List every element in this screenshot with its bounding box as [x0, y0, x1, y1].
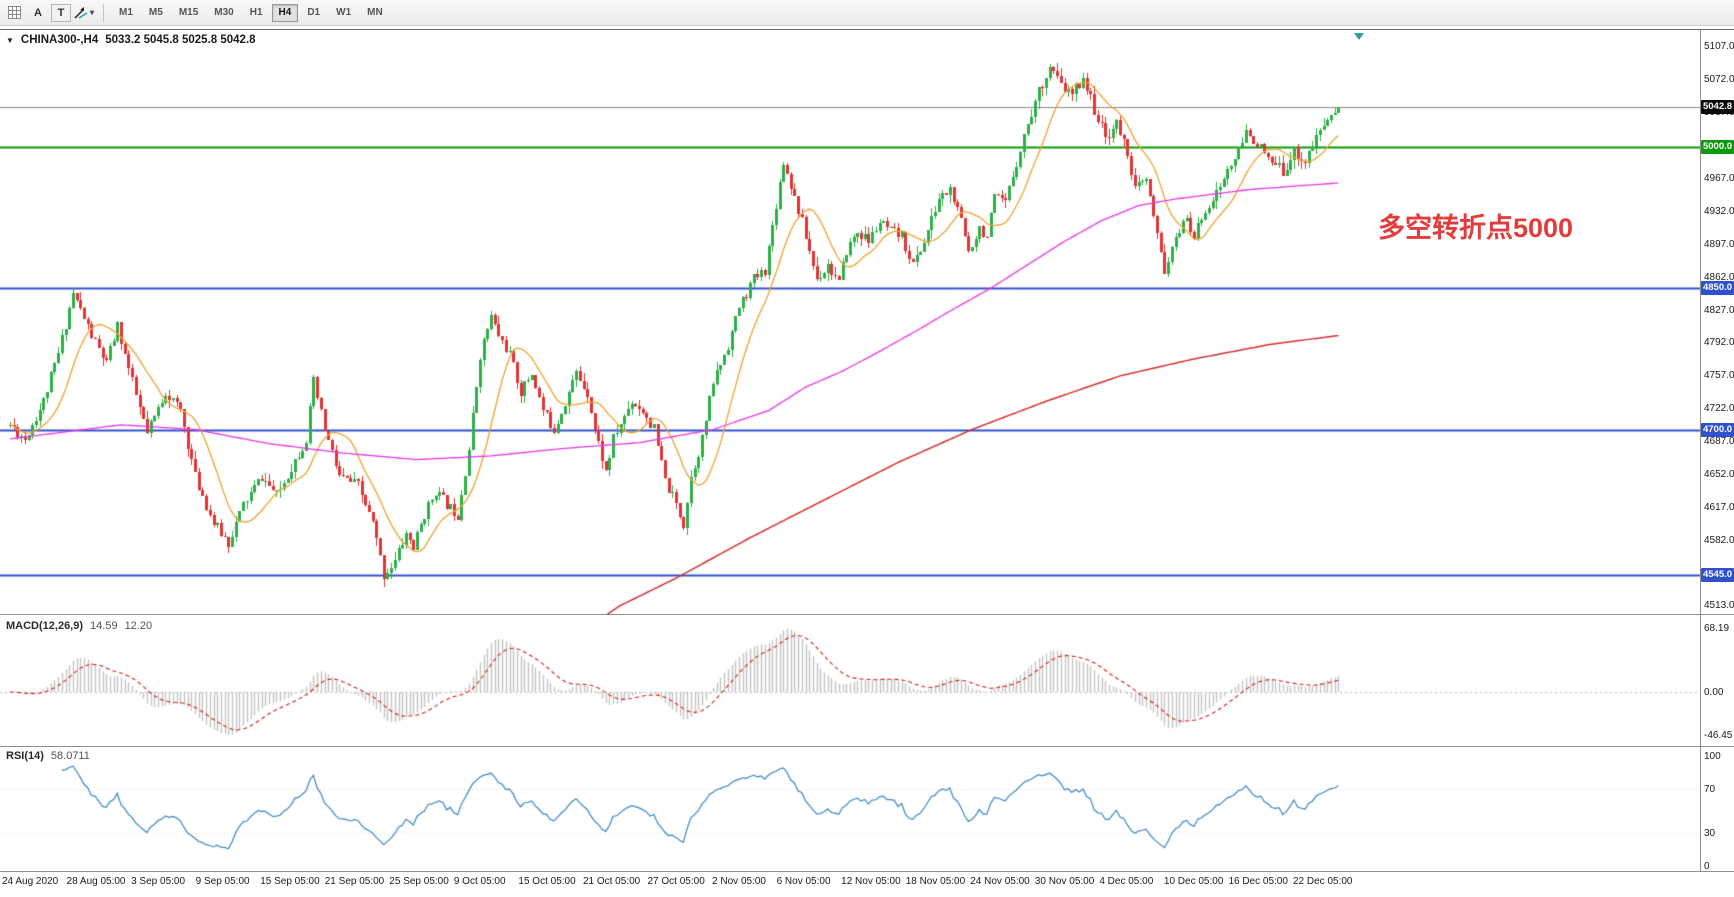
- price-axis-tick: 4582.0: [1704, 535, 1734, 547]
- time-axis-border: [0, 871, 1734, 872]
- price-axis-tick: 4722.0: [1704, 403, 1734, 415]
- time-axis-label: 4 Dec 05:00: [1099, 876, 1154, 887]
- price-axis-tick: 4932.0: [1704, 205, 1734, 217]
- chart-menu-icon[interactable]: ▼: [6, 35, 14, 45]
- price-axis-border: [1700, 30, 1701, 871]
- timeframe-w1-button[interactable]: W1: [329, 4, 358, 22]
- time-axis-label: 15 Oct 05:00: [518, 876, 576, 887]
- chart-title: ▼ CHINA300-,H4 5033.2 5045.8 5025.8 5042…: [6, 34, 256, 46]
- panel-separator[interactable]: [0, 614, 1734, 615]
- time-axis-label: 9 Sep 05:00: [195, 876, 250, 887]
- rsi-axis-tick: 70: [1704, 783, 1716, 795]
- drawing-arrow-tool-button[interactable]: ▾: [73, 3, 95, 23]
- time-axis-label: 25 Sep 05:00: [389, 876, 449, 887]
- rsi-indicator-canvas[interactable]: [0, 747, 1700, 871]
- timeframe-d1-button[interactable]: D1: [300, 4, 327, 22]
- price-tag: 4850.0: [1701, 281, 1734, 296]
- time-axis-label: 27 Oct 05:00: [647, 876, 705, 887]
- timeframe-m5-button[interactable]: M5: [142, 4, 170, 22]
- price-axis-tick: 4652.0: [1704, 469, 1734, 481]
- macd-indicator-canvas[interactable]: [0, 615, 1700, 746]
- scroll-marker-icon: [1354, 33, 1364, 40]
- timeframe-m30-button[interactable]: M30: [207, 4, 240, 22]
- time-axis-label: 28 Aug 05:00: [66, 876, 126, 887]
- price-tag: 5000.0: [1701, 140, 1734, 155]
- macd-value-1: 14.59: [90, 620, 118, 632]
- price-chart-canvas[interactable]: [0, 30, 1700, 614]
- dropdown-caret-icon: ▾: [90, 8, 95, 17]
- time-axis-label: 10 Dec 05:00: [1163, 876, 1224, 887]
- chart-symbol-label: CHINA300-,H4: [20, 34, 99, 46]
- price-axis-tick: 4617.0: [1704, 502, 1734, 514]
- time-axis-label: 16 Dec 05:00: [1228, 876, 1288, 887]
- rsi-value: 58.0711: [50, 750, 90, 762]
- timeframe-mn-button[interactable]: MN: [360, 4, 390, 22]
- macd-value-2: 12.20: [124, 620, 153, 632]
- time-axis-label: 24 Nov 05:00: [970, 876, 1030, 887]
- price-axis-tick: 5107.0: [1704, 41, 1734, 52]
- price-axis-tick: 4792.0: [1704, 337, 1734, 349]
- time-axis-label: 30 Nov 05:00: [1034, 876, 1095, 887]
- text-label-tool-button[interactable]: A: [27, 3, 49, 23]
- time-axis-label: 24 Aug 2020: [2, 876, 59, 887]
- price-tag: 5042.8: [1701, 99, 1734, 114]
- chart-ohlc-values: 5033.2 5045.8 5025.8 5042.8: [105, 34, 256, 46]
- text-tool-button[interactable]: T: [51, 3, 71, 22]
- rsi-label: RSI(14) 58.0711: [6, 750, 90, 762]
- arrow-icon: [74, 6, 88, 19]
- time-axis-label: 21 Sep 05:00: [324, 876, 385, 887]
- timeframe-m1-button[interactable]: M1: [112, 4, 140, 22]
- macd-axis-tick: 68.19: [1704, 623, 1730, 635]
- macd-axis-tick: -46.45: [1704, 729, 1733, 741]
- price-tag: 4545.0: [1701, 568, 1734, 583]
- time-axis-label: 15 Sep 05:00: [260, 876, 320, 887]
- panel-separator[interactable]: [0, 746, 1734, 747]
- toolbar: A T ▾ M1 M5 M15 M30 H1 H4 D1 W1 MN: [0, 0, 1734, 26]
- grid-icon: [7, 6, 21, 19]
- price-axis-tick: 4897.0: [1704, 238, 1734, 250]
- timeframe-h1-button[interactable]: H1: [243, 4, 270, 22]
- chart-window: ▼ CHINA300-,H4 5033.2 5045.8 5025.8 5042…: [0, 29, 1734, 897]
- rsi-name: RSI(14): [6, 750, 44, 762]
- timeframe-h4-button[interactable]: H4: [271, 3, 299, 22]
- rsi-axis-tick: 0: [1704, 860, 1710, 872]
- time-axis-label: 9 Oct 05:00: [453, 876, 506, 887]
- chart-grid-icon-button[interactable]: [3, 3, 25, 23]
- price-axis-tick: 4862.0: [1704, 271, 1734, 283]
- price-axis-tick: 4513.0: [1704, 600, 1734, 611]
- price-axis-tick: 4687.0: [1704, 436, 1734, 448]
- price-axis-tick: 4827.0: [1704, 304, 1734, 316]
- time-axis-label: 2 Nov 05:00: [712, 876, 766, 887]
- time-axis-label: 12 Nov 05:00: [841, 876, 901, 887]
- toolbar-separator: [103, 3, 105, 22]
- timeframe-m15-button[interactable]: M15: [172, 4, 205, 22]
- macd-name: MACD(12,26,9): [6, 620, 84, 632]
- macd-axis-tick: 0.00: [1704, 686, 1724, 698]
- macd-label: MACD(12,26,9) 14.59 12.20: [6, 620, 152, 632]
- time-axis-label: 18 Nov 05:00: [905, 876, 966, 887]
- rsi-axis-tick: 30: [1704, 827, 1716, 839]
- time-axis-label: 3 Sep 05:00: [131, 876, 186, 887]
- price-tag: 4700.0: [1701, 422, 1734, 437]
- time-axis-label: 6 Nov 05:00: [776, 876, 831, 887]
- time-axis-label: 22 Dec 05:00: [1293, 876, 1353, 887]
- price-axis-tick: 4967.0: [1704, 172, 1734, 184]
- price-axis-tick: 4757.0: [1704, 370, 1734, 382]
- rsi-axis-tick: 100: [1704, 750, 1721, 762]
- time-axis-label: 21 Oct 05:00: [582, 876, 641, 887]
- price-axis-tick: 5072.0: [1704, 73, 1734, 85]
- chart-annotation: 多空转折点5000: [1378, 213, 1574, 243]
